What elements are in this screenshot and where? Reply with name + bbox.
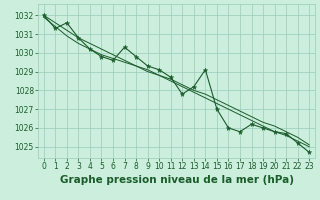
X-axis label: Graphe pression niveau de la mer (hPa): Graphe pression niveau de la mer (hPa) xyxy=(60,175,293,185)
